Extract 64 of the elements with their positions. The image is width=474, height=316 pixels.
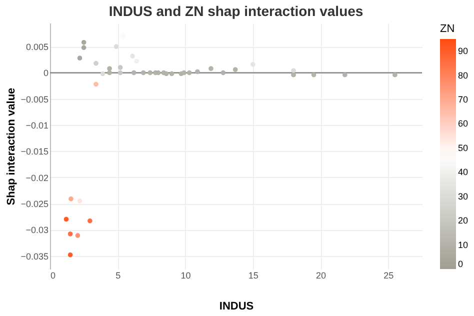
point (81, 45, 86, 50)
y-tick-label: −0.015 (20, 146, 48, 157)
y-tick-label: 0.005 (26, 42, 48, 52)
color-bar-label: 70 (458, 94, 468, 105)
x-tick-label: 15 (248, 270, 258, 280)
point (81, 40, 86, 45)
point (220, 70, 226, 76)
point (94, 82, 98, 87)
point (64, 216, 69, 222)
color-bar-label: 20 (458, 216, 468, 226)
color-bar-label: 80 (458, 70, 468, 80)
point (94, 60, 98, 66)
point (186, 70, 192, 76)
point (68, 232, 73, 236)
y-tick-label: −0.035 (20, 251, 48, 262)
point (291, 68, 296, 73)
color-bar-label: 60 (458, 118, 468, 129)
point (392, 72, 398, 78)
x-tick-label: 5 (116, 270, 121, 280)
chart-title: INDUS and ZN shap interaction values (108, 3, 364, 19)
point (75, 233, 80, 238)
x-tick-label: 10 (180, 270, 191, 280)
y-tick-label: −0.01 (26, 120, 48, 131)
point (291, 72, 296, 78)
y-tick-label: −0.005 (20, 94, 48, 104)
point (107, 70, 112, 76)
y-tick-label: −0.02 (26, 172, 48, 183)
x-tick-label: 25 (384, 270, 394, 280)
point (208, 66, 214, 71)
color-bar-title: ZN (440, 23, 455, 35)
point (77, 56, 82, 60)
point (169, 71, 174, 76)
point (68, 252, 73, 258)
point (118, 65, 123, 70)
y-tick-label: 0 (43, 68, 48, 78)
color-bar-label: 90 (458, 46, 468, 56)
y-axis-title: Shap interaction value (6, 88, 18, 206)
color-bar-label: 50 (458, 142, 468, 153)
point (107, 66, 112, 71)
x-tick-label: 0 (50, 270, 56, 280)
color-bar-label: 10 (458, 240, 468, 250)
point (148, 70, 152, 76)
point (132, 70, 136, 76)
color-bar-label: 0 (458, 259, 464, 269)
point (100, 71, 106, 76)
point (250, 62, 256, 67)
point (68, 196, 74, 202)
point (342, 72, 348, 78)
point (77, 198, 82, 204)
color-bar-label: 40 (458, 167, 468, 178)
point (140, 70, 146, 76)
point (311, 72, 316, 78)
point (232, 67, 238, 72)
point (118, 70, 123, 76)
y-tick-label: −0.03 (26, 225, 48, 236)
y-tick-label: −0.025 (20, 199, 48, 210)
point (114, 44, 119, 49)
point (88, 218, 92, 224)
x-tick-label: 20 (316, 270, 326, 280)
point (195, 69, 200, 74)
color-bar-label: 30 (458, 191, 468, 202)
point (130, 54, 135, 58)
x-axis-title: INDUS (219, 300, 254, 312)
point (182, 70, 186, 76)
